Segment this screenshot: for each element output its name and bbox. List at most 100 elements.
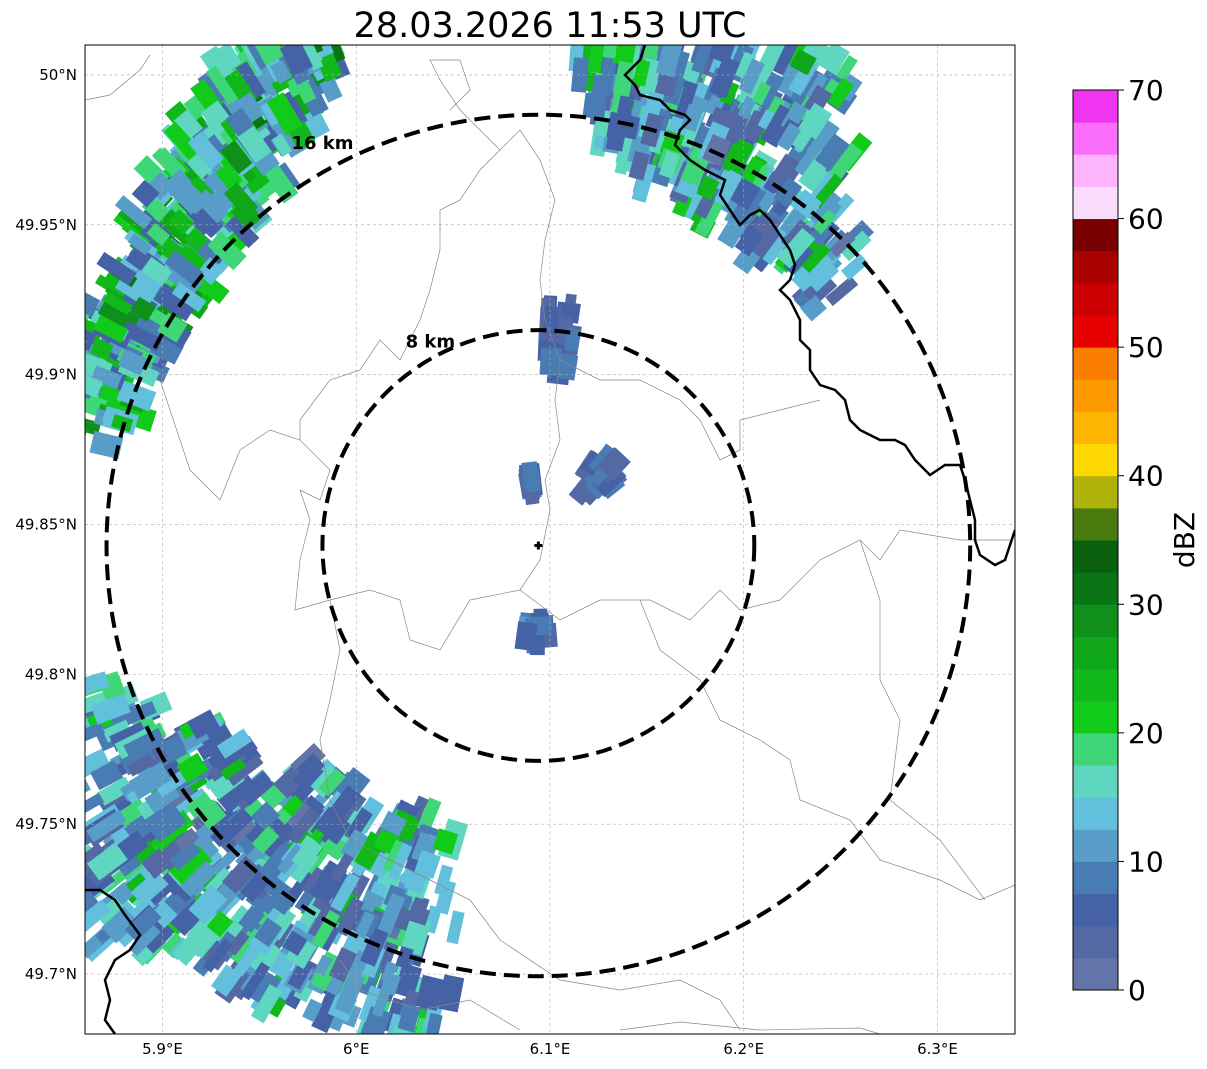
echo-cell	[168, 844, 213, 888]
echo-cell	[303, 0, 322, 4]
echo-cell	[220, 140, 253, 175]
echo-cell	[170, 199, 198, 226]
echo-cell	[397, 1003, 421, 1033]
gridlines	[85, 45, 1015, 1034]
echo-cell	[183, 227, 209, 252]
echo-cell	[340, 828, 369, 861]
echo-cell	[694, 198, 724, 238]
colorbar-segment	[1073, 282, 1118, 316]
echo-cell	[539, 347, 563, 376]
echo-cell	[167, 209, 195, 235]
lon-tick-label: 6.1°E	[530, 1040, 571, 1058]
echo-cell	[826, 142, 863, 183]
echo-cell	[597, 447, 631, 482]
echo-cell	[729, 177, 761, 211]
echo-cell	[187, 131, 224, 170]
echo-cell	[37, 683, 80, 713]
echo-cell	[372, 977, 395, 1018]
colorbar-segment	[1073, 861, 1118, 895]
echo-cell	[137, 202, 180, 243]
echo-cell	[614, 141, 633, 175]
echo-cell	[612, 45, 639, 67]
echo-cell	[789, 48, 817, 76]
echo-cell	[85, 671, 110, 698]
echo-cell	[303, 0, 336, 28]
echo-cell	[582, 92, 607, 120]
echo-cell	[286, 12, 311, 45]
echo-cell	[813, 209, 837, 235]
echo-cell	[261, 45, 294, 50]
echo-cell	[294, 891, 314, 913]
echo-cell	[132, 840, 157, 864]
echo-cell	[406, 1032, 423, 1034]
echo-cell	[115, 851, 142, 877]
echo-cell	[238, 905, 265, 933]
echo-cell	[38, 404, 81, 433]
echo-cell	[299, 0, 327, 34]
echo-cell	[269, 0, 295, 27]
echo-cell	[48, 405, 73, 421]
echo-cell	[263, 22, 285, 45]
echo-cell	[311, 9, 332, 34]
echo-cell	[401, 920, 427, 952]
echo-cell	[85, 827, 94, 856]
echo-cell	[226, 754, 264, 787]
range-rings: 8 km 16 km	[104, 112, 973, 979]
echo-cell	[798, 102, 833, 140]
echo-cell	[270, 0, 301, 12]
colorbar-segment	[1073, 315, 1118, 348]
echo-cell	[85, 754, 101, 784]
echo-cell	[165, 178, 203, 215]
colorbar-tick-label: 40	[1128, 460, 1164, 493]
map-plot-area[interactable]: 8 km 16 km	[37, 0, 1016, 1069]
echo-cell	[399, 816, 420, 842]
border-lines	[85, 45, 1015, 1034]
echo-cell	[282, 930, 308, 956]
echo-cell	[254, 71, 279, 100]
echo-cell	[121, 321, 163, 353]
echo-cell	[827, 77, 855, 109]
echo-cell	[223, 182, 259, 219]
echo-cell	[776, 122, 802, 152]
echo-cell	[283, 0, 308, 25]
colorbar-tick-label: 50	[1128, 331, 1164, 364]
echo-cell	[185, 791, 214, 819]
echo-cell	[85, 420, 88, 439]
echo-cell	[210, 964, 242, 997]
lat-tick-label: 49.85°N	[15, 516, 77, 534]
echo-cell	[658, 150, 680, 179]
national-border	[85, 45, 1015, 1034]
echo-cell	[379, 810, 408, 837]
echo-cell	[299, 45, 327, 47]
echo-cell	[377, 892, 406, 936]
echo-cell	[85, 325, 97, 352]
echo-cell	[286, 802, 313, 830]
echo-cell	[251, 825, 280, 854]
radar-site-marker	[534, 541, 543, 550]
echo-cell	[285, 45, 311, 47]
echo-cell	[734, 51, 757, 80]
range-ring	[320, 328, 757, 763]
echo-cell	[446, 910, 465, 945]
colorbar-tick-label: 10	[1128, 845, 1164, 878]
lon-tick-label: 5.9°E	[142, 1040, 183, 1058]
echo-cell	[797, 238, 831, 274]
colorbar-tick-label: 20	[1128, 717, 1164, 750]
echo-cell	[171, 282, 207, 313]
echo-cell	[90, 365, 123, 390]
echo-cell	[150, 900, 178, 929]
echo-cell	[128, 761, 172, 800]
echo-cell	[393, 962, 423, 999]
echo-cell	[268, 0, 300, 14]
echo-cell	[127, 233, 153, 256]
echo-cell	[85, 289, 101, 317]
lat-tick-label: 49.75°N	[15, 815, 77, 833]
echo-cell	[249, 970, 282, 1008]
echo-cell	[225, 107, 255, 137]
colorbar-frame	[1072, 89, 1119, 991]
colorbar-segment	[1073, 411, 1118, 445]
echo-cell	[93, 315, 129, 344]
echo-cell	[237, 771, 275, 807]
echo-cell	[265, 0, 284, 14]
echo-cell	[522, 461, 540, 490]
